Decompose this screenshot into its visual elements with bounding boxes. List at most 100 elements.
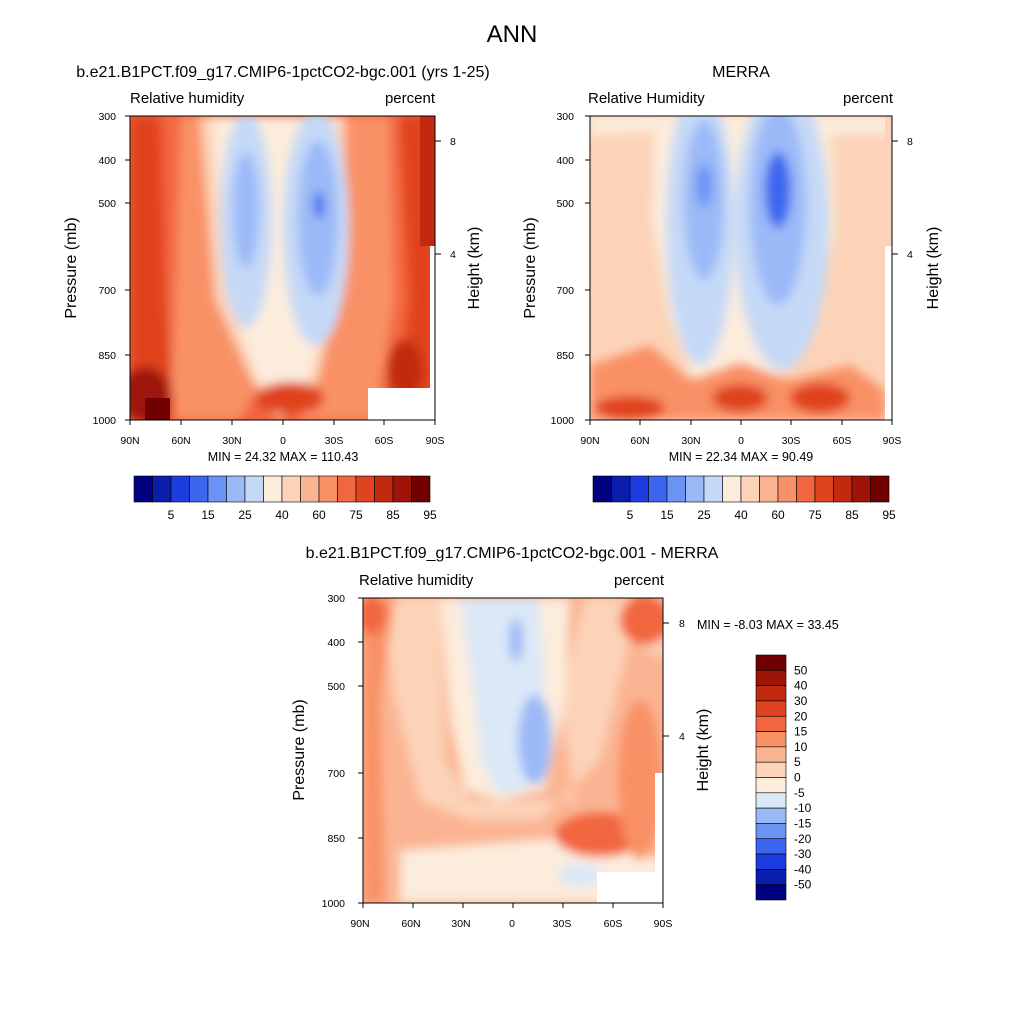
- y-axis-ticks: 300 400 500 700 850 1000: [93, 111, 130, 427]
- colorbar-label: -30: [794, 847, 812, 861]
- colorbar-label: 30: [794, 694, 808, 708]
- colorbar-label: 0: [794, 771, 801, 785]
- x-tick-label: 60S: [375, 435, 394, 447]
- colorbar-label: -5: [794, 786, 805, 800]
- colorbar-label: 85: [386, 508, 400, 522]
- y-tick-label: 700: [327, 768, 345, 780]
- x-axis-ticks: 90N 60N 30N 0 30S 60S 90S: [350, 903, 672, 930]
- colorbar-swatch: [300, 475, 320, 503]
- y-axis-right-label: Height (km): [925, 227, 942, 310]
- colorbar-swatch: [755, 715, 787, 732]
- colorbar-label: 75: [349, 508, 363, 522]
- colorbar-swatch: [207, 475, 227, 503]
- colorbar-label: 25: [238, 508, 252, 522]
- y-tick-label: 1000: [551, 415, 575, 427]
- colorbar-swatch: [777, 475, 797, 503]
- x-tick-label: 30S: [782, 435, 801, 447]
- variable-label: Relative humidity: [359, 572, 474, 589]
- y-tick-label: 850: [327, 833, 345, 845]
- colorbar-swatch: [611, 475, 631, 503]
- colorbar-swatch: [755, 761, 787, 778]
- colorbar-swatch: [374, 475, 394, 503]
- y-tick-label: 500: [556, 198, 574, 210]
- colorbar-label: -50: [794, 878, 812, 892]
- colorbar-swatch: [755, 685, 787, 702]
- y-tick-label: 500: [98, 198, 116, 210]
- x-tick-label: 90N: [120, 435, 139, 447]
- colorbar-swatch: [189, 475, 209, 503]
- x-tick-label: 60S: [604, 918, 623, 930]
- colorbar-label: -15: [794, 816, 812, 830]
- colorbar-swatch: [152, 475, 172, 503]
- y-axis-right-label: Height (km): [695, 709, 712, 792]
- contour-field: [130, 116, 435, 420]
- colorbar-swatch: [755, 731, 787, 748]
- y-tick-label: 300: [327, 593, 345, 605]
- y-tick-label: 1000: [93, 415, 117, 427]
- colorbar-swatch: [685, 475, 705, 503]
- y-tick-label: 400: [98, 155, 116, 167]
- x-tick-label: 30N: [681, 435, 700, 447]
- height-tick-label: 8: [907, 136, 913, 148]
- y-axis-label: Pressure (mb): [63, 217, 80, 318]
- y-tick-label: 500: [327, 681, 345, 693]
- colorbar-label: 95: [882, 508, 896, 522]
- y-tick-label: 700: [556, 285, 574, 297]
- colorbar-swatch: [740, 475, 760, 503]
- panel-title: b.e21.B1PCT.f09_g17.CMIP6-1pctCO2-bgc.00…: [306, 545, 719, 562]
- colorbar-swatch: [755, 777, 787, 794]
- colorbar-swatch: [851, 475, 871, 503]
- height-tick-label: 4: [679, 731, 685, 743]
- colorbar-label: 85: [845, 508, 859, 522]
- x-tick-label: 0: [738, 435, 744, 447]
- x-axis-ticks: 90N 60N 30N 0 30S 60S 90S: [120, 420, 444, 447]
- colorbar-swatch: [411, 475, 431, 503]
- panel-1: b.e21.B1PCT.f09_g17.CMIP6-1pctCO2-bgc.00…: [63, 64, 490, 522]
- colorbar-swatch: [592, 475, 612, 503]
- y-tick-label: 400: [556, 155, 574, 167]
- colorbar-label: -20: [794, 832, 812, 846]
- colorbar-label: 40: [275, 508, 289, 522]
- colorbar-swatch: [755, 654, 787, 671]
- colorbar-label: 5: [794, 755, 801, 769]
- colorbar-swatch: [755, 884, 787, 901]
- colorbar-label: 5: [627, 508, 634, 522]
- y-axis-label: Pressure (mb): [291, 699, 308, 800]
- colorbar-swatch: [833, 475, 853, 503]
- min-max-text: MIN = -8.03 MAX = 33.45: [697, 618, 839, 632]
- colorbar-swatch: [796, 475, 816, 503]
- colorbar-swatch: [755, 746, 787, 763]
- height-tick-label: 8: [679, 618, 685, 630]
- x-tick-label: 30N: [222, 435, 241, 447]
- panel-2: MERRA Relative Humidity percent: [522, 64, 942, 522]
- colorbar-swatch: [170, 475, 190, 503]
- colorbar-swatch: [755, 823, 787, 840]
- x-tick-label: 90S: [654, 918, 673, 930]
- y-axis-right-ticks: 8 4: [435, 136, 456, 261]
- x-tick-label: 90S: [426, 435, 445, 447]
- colorbar-label: 10: [794, 740, 808, 754]
- x-tick-label: 60N: [630, 435, 649, 447]
- x-tick-label: 30N: [451, 918, 470, 930]
- x-tick-label: 90N: [350, 918, 369, 930]
- panel-title: MERRA: [712, 64, 770, 81]
- colorbar-label: 40: [734, 508, 748, 522]
- colorbar-swatch: [629, 475, 649, 503]
- height-tick-label: 4: [907, 249, 913, 261]
- units-label: percent: [385, 90, 436, 107]
- colorbar-label: 15: [794, 725, 808, 739]
- colorbar-swatch: [703, 475, 723, 503]
- x-axis-ticks: 90N 60N 30N 0 30S 60S 90S: [580, 420, 901, 447]
- colorbar-swatch: [648, 475, 668, 503]
- y-axis-ticks: 300 400 500 700 850 1000: [551, 111, 590, 427]
- colorbar-label: 15: [660, 508, 674, 522]
- colorbar-swatch: [755, 670, 787, 686]
- colorbar-swatch: [722, 475, 742, 503]
- colorbar-label: -40: [794, 862, 812, 876]
- colorbar-label: 5: [168, 508, 175, 522]
- colorbar-swatch: [755, 700, 787, 717]
- colorbar-swatch: [355, 475, 375, 503]
- y-axis-label: Pressure (mb): [522, 217, 539, 318]
